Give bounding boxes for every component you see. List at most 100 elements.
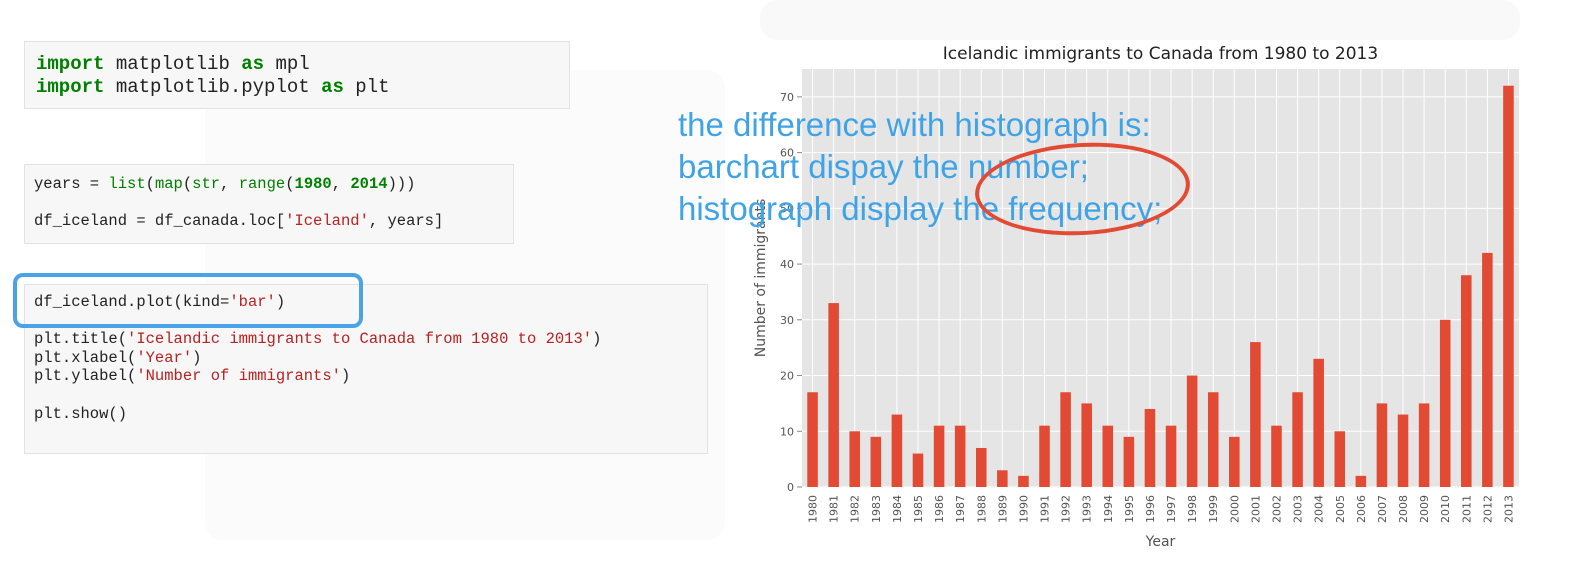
code-token: df_iceland = df_canada.loc[ (34, 212, 286, 231)
bar (1271, 425, 1282, 487)
code-token: plt.ylabel( (34, 367, 137, 386)
code-token: df_iceland.plot(kind= (34, 293, 230, 311)
x-tick-label: 1989 (996, 495, 1009, 523)
code-token: , (331, 175, 351, 193)
x-tick-label: 2005 (1334, 495, 1347, 523)
code-line: import matplotlib.pyplot as plt (36, 76, 569, 99)
code-cell-imports[interactable]: import matplotlib as mpl import matplotli… (24, 41, 570, 109)
code-lines: years = list(map(str, range(1980, 2014))… (34, 175, 513, 231)
code-token: as (321, 75, 344, 98)
x-tick-label: 2012 (1481, 495, 1494, 523)
code-token: 'bar' (229, 293, 276, 311)
x-tick-label: 1995 (1123, 495, 1136, 523)
x-tick-label: 2001 (1249, 495, 1262, 523)
x-tick-label: 1999 (1207, 495, 1220, 523)
code-token: ) (192, 348, 202, 367)
bar (1313, 358, 1324, 487)
bar (870, 436, 882, 487)
bar (1503, 85, 1514, 487)
x-tick-label: 1991 (1039, 495, 1052, 523)
code-token: 1980 (294, 175, 332, 193)
bar (997, 470, 1008, 487)
code-token: plt.xlabel( (34, 348, 137, 367)
highlight-box (13, 273, 363, 328)
annotation-text: the difference with histograph is: barch… (678, 104, 1162, 230)
bar-chart: 0 10 20 30 40 50 60 70 1980 1981 1982 1983 1984 1985 1… (753, 44, 1519, 550)
x-tick-label: 1990 (1017, 495, 1030, 523)
bar (1018, 475, 1029, 487)
code-token: ))) (387, 175, 416, 193)
bar (933, 425, 945, 487)
x-tick-label: 2000 (1228, 495, 1241, 523)
code-token: import (36, 53, 105, 75)
code-line: years = list(map(str, range(1980, 2014))… (34, 175, 513, 194)
bar (1165, 425, 1177, 487)
code-cell-data[interactable]: years = list(map(str, range(1980, 2014))… (24, 164, 514, 244)
code-line (34, 386, 707, 405)
code-line: df_iceland = df_canada.loc['Iceland', ye… (34, 212, 513, 231)
code-token: list (108, 175, 146, 193)
code-token: plt.title( (34, 330, 128, 349)
code-line: plt.ylabel('Number of immigrants') (34, 367, 707, 386)
x-tick-label: 2006 (1355, 495, 1368, 523)
bar (1102, 425, 1114, 487)
x-tick-label: 1983 (870, 495, 883, 523)
code-lines: df_iceland.plot(kind='bar') plt.title('I… (34, 293, 707, 423)
x-tick-label: 1982 (849, 495, 862, 523)
code-token: ) (275, 293, 286, 311)
code-token: matplotlib.pyplot (104, 75, 322, 98)
code-token: matplotlib (104, 53, 242, 75)
x-tick-label: 2011 (1460, 495, 1473, 523)
x-tick-label: 1987 (954, 495, 967, 523)
x-tick-label: 1992 (1060, 495, 1073, 523)
x-tick-label: 1984 (891, 495, 904, 523)
annotation-line: the difference with histograph is: (678, 106, 1151, 143)
y-axis-label: Number of immigrants (753, 199, 769, 358)
annotation-line: histograph display the frequency; (678, 190, 1163, 227)
x-tick-label: 1994 (1102, 495, 1115, 523)
x-axis-label: Year (1145, 534, 1176, 550)
x-tick-label: 2004 (1313, 495, 1326, 523)
code-token: mpl (264, 53, 310, 75)
y-tick-label: 70 (780, 91, 794, 104)
bar (807, 392, 818, 487)
code-cell-plot[interactable]: df_iceland.plot(kind='bar') plt.title('I… (24, 284, 708, 454)
code-line: import matplotlib as mpl (36, 53, 569, 76)
x-tick-label: 1988 (975, 495, 988, 523)
bar (1186, 375, 1198, 487)
code-token: range (238, 175, 286, 193)
bar (1461, 275, 1472, 487)
code-line: plt.title('Icelandic immigrants to Canad… (34, 330, 707, 349)
bar (1376, 403, 1388, 487)
x-tick-label: 2008 (1397, 495, 1410, 523)
code-token: years = (34, 175, 109, 193)
bar (1482, 252, 1493, 487)
y-tick-label: 60 (780, 147, 794, 160)
y-tick-label: 50 (780, 202, 794, 215)
bar (1123, 436, 1135, 487)
code-token: , (220, 175, 239, 193)
bar (1250, 342, 1261, 487)
bar (828, 303, 839, 487)
background-shape (760, 0, 1520, 40)
code-token: ) (340, 367, 351, 386)
bar (1144, 408, 1156, 487)
y-tick-label: 20 (780, 370, 794, 383)
code-token: ( (145, 175, 155, 193)
code-lines: import matplotlib as mpl import matplotli… (36, 53, 569, 99)
x-tick-label: 2003 (1292, 495, 1305, 523)
y-tick-label: 0 (787, 481, 794, 494)
code-token: ( (285, 175, 295, 193)
code-line: plt.show() (34, 405, 707, 424)
x-tick-label: 2002 (1270, 495, 1283, 523)
code-line: df_iceland.plot(kind='bar') (34, 293, 707, 312)
bar (1207, 392, 1219, 487)
bar (1081, 403, 1092, 487)
bar (891, 414, 903, 487)
code-line: plt.xlabel('Year') (34, 349, 707, 368)
code-token: import (36, 75, 105, 98)
bar (975, 447, 987, 487)
code-token: ( (182, 175, 193, 193)
code-token: , years] (368, 212, 444, 231)
code-line (34, 194, 513, 213)
